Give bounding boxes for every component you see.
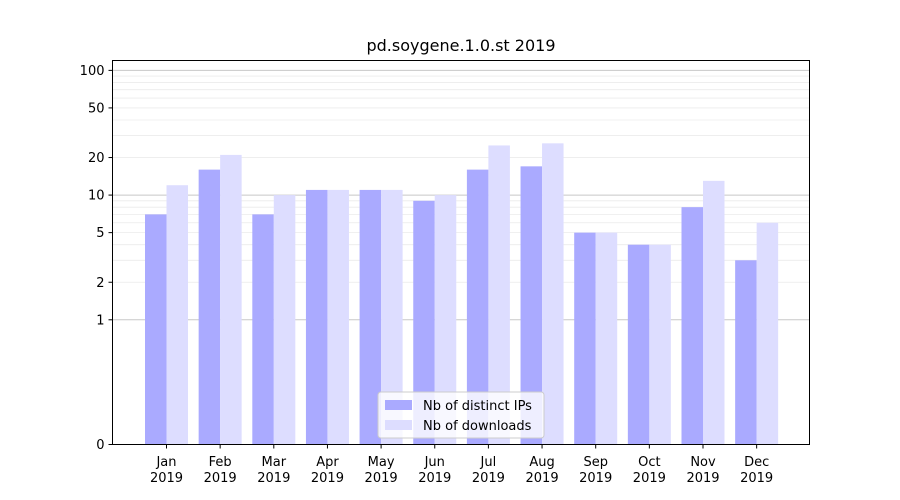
- x-tick-label-month: Feb: [209, 455, 232, 470]
- x-tick-label-year: 2019: [686, 471, 719, 486]
- x-tick-label-year: 2019: [579, 471, 612, 486]
- x-axis: Jan2019Feb2019Mar2019Apr2019May2019Jun20…: [150, 444, 773, 486]
- bar-distinct-ips: [681, 207, 703, 445]
- chart-title: pd.soygene.1.0.st 2019: [366, 36, 555, 55]
- bar-distinct-ips: [520, 166, 543, 445]
- x-tick-label-year: 2019: [526, 471, 559, 486]
- bar-downloads: [273, 195, 296, 445]
- legend: Nb of distinct IPs Nb of downloads: [377, 391, 545, 439]
- y-tick-label: 2: [96, 276, 104, 291]
- bar-downloads: [381, 189, 403, 445]
- legend-swatch-distinct-ips: [385, 400, 412, 410]
- y-tick-label: 1: [96, 313, 104, 328]
- x-tick-label-year: 2019: [633, 471, 666, 486]
- x-tick-label-year: 2019: [418, 471, 451, 486]
- x-tick-label-year: 2019: [472, 471, 505, 486]
- x-tick-label-month: Mar: [262, 455, 287, 470]
- x-tick-label-month: May: [368, 455, 395, 470]
- y-tick-label: 20: [88, 151, 105, 166]
- x-tick-label-month: Jan: [155, 455, 176, 470]
- x-tick-label-month: Jul: [480, 455, 497, 470]
- x-tick-label-year: 2019: [365, 471, 398, 486]
- bars: [145, 143, 779, 445]
- legend-swatch-downloads: [385, 420, 412, 430]
- bar-distinct-ips: [627, 244, 650, 445]
- bar-downloads: [166, 185, 188, 445]
- bar-downloads: [220, 154, 242, 445]
- bar-distinct-ips: [145, 214, 167, 445]
- bar-distinct-ips: [413, 200, 435, 445]
- x-tick-label-year: 2019: [257, 471, 290, 486]
- x-tick-label-year: 2019: [150, 471, 183, 486]
- bar-downloads: [327, 189, 349, 445]
- x-tick-label-month: Jun: [424, 455, 445, 470]
- y-tick-label: 5: [96, 226, 104, 241]
- y-tick-label: 10: [88, 189, 105, 204]
- bar-distinct-ips: [305, 189, 328, 445]
- x-tick-label-year: 2019: [311, 471, 344, 486]
- legend-box: [377, 391, 545, 439]
- legend-label-distinct-ips: Nb of distinct IPs: [423, 399, 532, 414]
- x-tick-label-month: Oct: [638, 455, 660, 470]
- legend-label-downloads: Nb of downloads: [423, 419, 532, 434]
- y-tick-label: 0: [96, 438, 104, 453]
- x-tick-label-year: 2019: [204, 471, 237, 486]
- bar-downloads: [488, 145, 510, 445]
- bar-downloads: [649, 244, 671, 445]
- bar-downloads: [542, 143, 564, 445]
- bar-distinct-ips: [574, 232, 596, 445]
- x-tick-label-month: Sep: [583, 455, 608, 470]
- x-tick-label-month: Nov: [690, 455, 716, 470]
- bar-distinct-ips: [252, 214, 274, 445]
- bar-distinct-ips: [198, 169, 221, 445]
- y-axis: 0 1 2 5 10 20 50 100: [80, 64, 113, 453]
- x-tick-label-month: Aug: [529, 455, 554, 470]
- bar-distinct-ips: [466, 169, 489, 445]
- plot-frame: [112, 60, 810, 445]
- y-tick-label: 100: [80, 64, 105, 79]
- bar-downloads: [595, 232, 618, 445]
- y-tick-label: 50: [88, 101, 105, 116]
- x-tick-label-month: Apr: [316, 455, 339, 470]
- bar-distinct-ips: [359, 189, 382, 445]
- bar-downloads: [703, 180, 725, 445]
- x-tick-label-year: 2019: [740, 471, 773, 486]
- bar-distinct-ips: [735, 260, 757, 445]
- bar-downloads: [434, 195, 457, 445]
- bar-downloads: [756, 222, 779, 445]
- x-tick-label-month: Dec: [744, 455, 769, 470]
